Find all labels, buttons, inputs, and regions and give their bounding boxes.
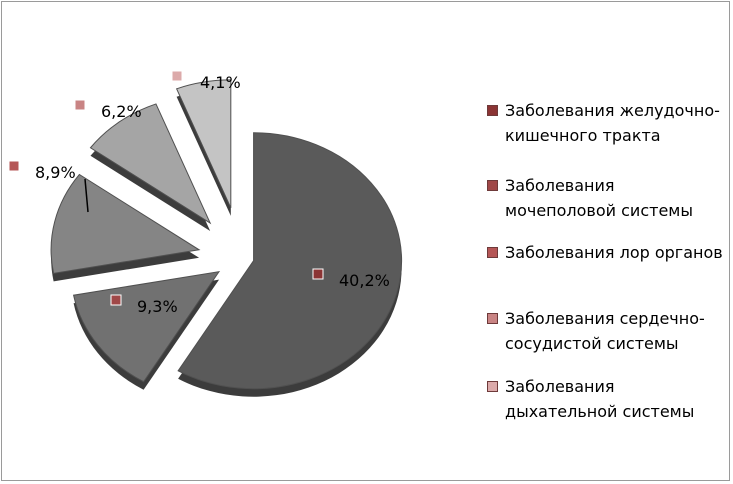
legend-swatch-icon [487, 381, 498, 392]
legend-swatch-icon [487, 180, 498, 191]
legend-label: Заболевания мочеполовой системы [505, 176, 693, 220]
data-labels: 40,2% 9,3% 8,9% 6,2% 4,1% [8, 70, 390, 316]
pie-slice-ent [50, 173, 201, 274]
legend-label: Заболевания желудочно-кишечного тракта [505, 101, 720, 145]
data-label-marker-icon [312, 268, 324, 280]
data-label-marker-icon [74, 99, 86, 111]
legend-item-respiratory: Заболевания дыхательной системы [485, 374, 725, 434]
legend-label: Заболевания лор органов [505, 243, 723, 262]
legend-swatch-icon [487, 247, 498, 258]
pie-slice-respiratory [175, 79, 232, 209]
legend-swatch-icon [487, 313, 498, 324]
legend: Заболевания желудочно-кишечного тракта З… [485, 98, 725, 434]
data-label-ent: 8,9% [35, 163, 76, 182]
data-label-marker-icon [8, 160, 20, 172]
legend-swatch-icon [487, 105, 498, 116]
legend-item-ent: Заболевания лор органов [485, 240, 725, 306]
legend-item-gastro: Заболевания желудочно-кишечного тракта [485, 98, 725, 173]
legend-item-genitourinary: Заболевания мочеполовой системы [485, 173, 725, 240]
leader-line [84, 178, 89, 213]
pie-slice-gastro [177, 132, 403, 390]
data-label-marker-icon [171, 70, 183, 82]
legend-item-cardio: Заболевания сердечно-сосудистой системы [485, 306, 725, 374]
data-label-gastro: 40,2% [339, 271, 390, 290]
legend-label: Заболевания дыхательной системы [505, 377, 695, 421]
data-label-genitourinary: 9,3% [137, 297, 178, 316]
data-label-respiratory: 4,1% [200, 73, 241, 92]
pie-slice-cardio [89, 103, 212, 225]
data-label-cardio: 6,2% [101, 102, 142, 121]
pie-slices [50, 79, 403, 397]
legend-label: Заболевания сердечно-сосудистой системы [505, 309, 705, 353]
pie-slice-genitourinary [72, 270, 221, 383]
data-label-marker-icon [110, 294, 122, 306]
